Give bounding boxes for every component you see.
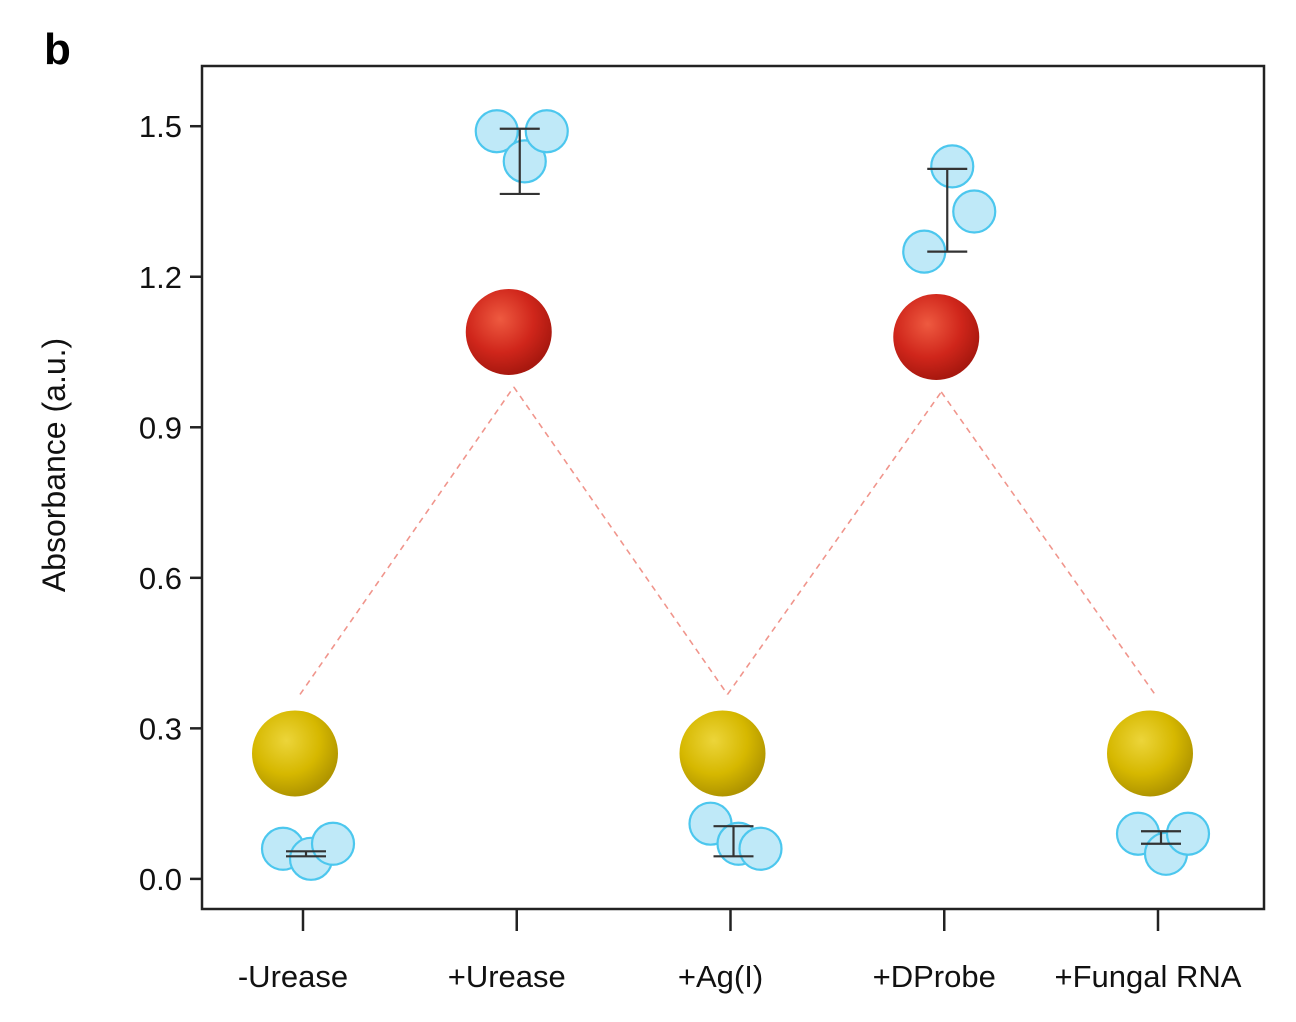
x-tick-label-3: +DProbe [873, 959, 996, 994]
connector-line-3 [940, 391, 1156, 695]
replicate-point-4-2 [1165, 811, 1211, 856]
sample-photo-yellow-2 [679, 710, 766, 797]
y-tick-label-4: 1.2 [139, 260, 182, 295]
x-tick-label-1: +Urease [448, 959, 566, 994]
y-axis-label: Absorbance (a.u.) [36, 338, 72, 592]
y-tick-label-3: 0.9 [139, 410, 182, 445]
x-tick-label-0: -Urease [238, 959, 348, 994]
connector-line-0 [299, 386, 515, 695]
x-axis: -Urease +Urease +Ag(I) +DProbe +Fungal RNA [238, 909, 1242, 994]
error-bars [286, 127, 1181, 858]
sample-photos [252, 288, 1193, 797]
replicate-point-2-2 [738, 826, 783, 871]
panel-label: b [44, 25, 71, 74]
y-tick-label-5: 1.5 [139, 109, 182, 144]
replicate-point-3-1 [930, 144, 975, 189]
x-tick-label-4: +Fungal RNA [1055, 959, 1242, 994]
sample-photo-red-3 [893, 293, 980, 380]
x-tick-label-2: +Ag(I) [678, 959, 763, 994]
connector-lines [299, 386, 1156, 695]
y-tick-label-0: 0.0 [139, 862, 182, 897]
replicate-point-1-1 [502, 139, 547, 184]
y-tick-label-1: 0.3 [139, 711, 182, 746]
sample-photo-yellow-0 [252, 710, 338, 797]
y-tick-label-2: 0.6 [139, 561, 182, 596]
y-axis: 0.0 0.3 0.6 0.9 1.2 1.5 [139, 109, 202, 897]
connector-line-1 [513, 386, 729, 695]
sample-photo-red-1 [465, 288, 552, 375]
connector-line-2 [726, 391, 942, 695]
replicate-point-3-2 [952, 189, 997, 234]
plot-frame [200, 64, 1266, 911]
replicate-point-0-2 [310, 821, 356, 866]
replicate-point-1-2 [524, 109, 569, 154]
sample-photo-yellow-4 [1107, 710, 1193, 797]
replicate-point-1-0 [474, 109, 519, 154]
